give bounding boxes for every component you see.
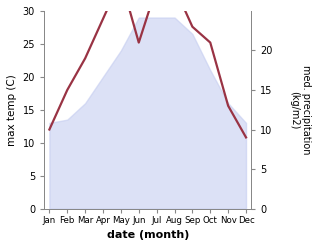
Y-axis label: max temp (C): max temp (C)	[7, 74, 17, 146]
Y-axis label: med. precipitation
(kg/m2): med. precipitation (kg/m2)	[289, 65, 311, 155]
X-axis label: date (month): date (month)	[107, 230, 189, 240]
